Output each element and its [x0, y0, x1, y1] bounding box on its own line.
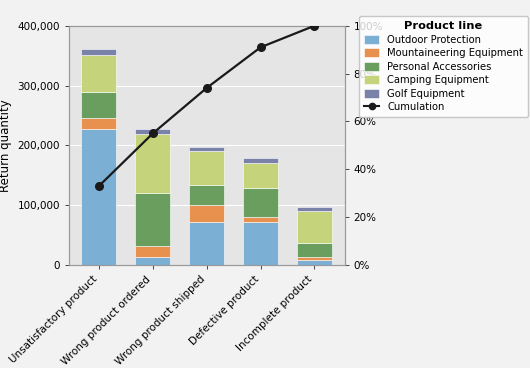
Bar — [135, 257, 170, 265]
Bar — [135, 134, 170, 192]
Y-axis label: Return quantity: Return quantity — [0, 99, 12, 192]
Bar — [243, 216, 278, 222]
Bar — [243, 188, 278, 216]
Cumulation — [258, 45, 264, 50]
Bar — [82, 92, 117, 118]
Bar — [189, 205, 224, 222]
Cumulation — [204, 86, 210, 90]
Bar — [135, 247, 170, 257]
Bar — [189, 185, 224, 205]
Line: Cumulation: Cumulation — [95, 22, 319, 190]
Cumulation — [149, 131, 156, 136]
Bar — [82, 118, 117, 129]
Bar — [82, 49, 117, 55]
Bar — [189, 146, 224, 151]
Cumulation — [311, 24, 317, 28]
Bar — [135, 129, 170, 134]
Bar — [243, 158, 278, 163]
Bar — [297, 259, 332, 265]
Bar — [243, 163, 278, 188]
Legend: Outdoor Protection, Mountaineering Equipment, Personal Accessories, Camping Equi: Outdoor Protection, Mountaineering Equip… — [359, 16, 528, 117]
Bar — [189, 151, 224, 185]
Bar — [243, 222, 278, 265]
Bar — [297, 210, 332, 244]
Cumulation — [96, 184, 102, 188]
Bar — [297, 244, 332, 256]
Bar — [189, 222, 224, 265]
Bar — [297, 256, 332, 259]
Bar — [82, 129, 117, 265]
Bar — [82, 55, 117, 92]
Bar — [135, 192, 170, 247]
Bar — [297, 207, 332, 210]
